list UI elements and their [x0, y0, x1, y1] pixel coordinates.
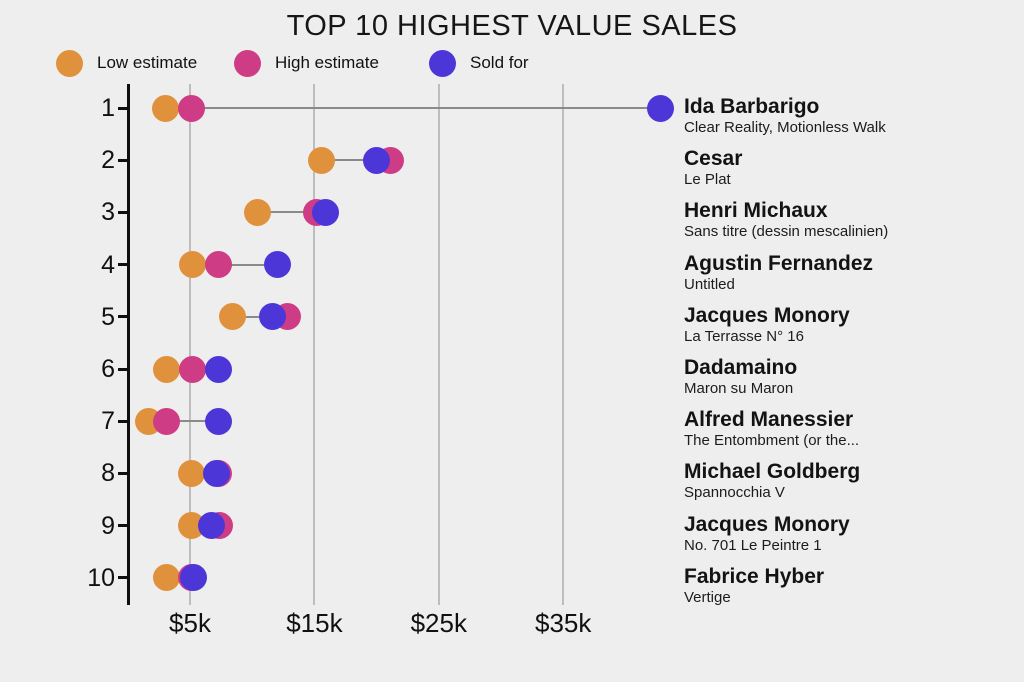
sale-name-block: Cesar Le Plat: [684, 147, 742, 188]
sale-name-block: Dadamaino Maron su Maron: [684, 356, 797, 397]
artwork-title: Clear Reality, Motionless Walk: [684, 119, 886, 136]
artwork-title: Sans titre (dessin mescalinien): [684, 223, 889, 241]
y-tick-8: [118, 471, 128, 475]
sold-estimate-dot: [202, 459, 230, 487]
y-tick-3: [118, 210, 128, 214]
artwork-title: The Entombment (or the...: [684, 432, 860, 450]
artist-name: Ida Barbarigo: [684, 95, 820, 118]
y-tick-9: [118, 524, 128, 528]
gridline-$15k: [313, 84, 316, 605]
artist-name: Jacques Monory: [684, 512, 850, 536]
artist-name: Cesar: [684, 147, 743, 171]
xtick-label-$35k: $35k: [534, 608, 592, 638]
sale-name-block: Alfred Manessier The Entombment (or the..…: [684, 408, 859, 449]
legend-label-sold: Sold for: [470, 53, 529, 72]
gridline-$25k: [437, 84, 440, 605]
high-estimate-dot: [178, 355, 206, 383]
sale-name-block: Jacques Monory La Terrasse N° 16: [684, 304, 850, 345]
rank-label-1: 1: [101, 94, 115, 122]
y-tick-1: [118, 106, 128, 110]
rank-label-3: 3: [101, 198, 115, 227]
sold-estimate-dot: [263, 251, 291, 279]
rank-label-7: 7: [101, 407, 115, 436]
rank-label-6: 6: [101, 355, 115, 383]
gridline-$5k: [189, 84, 191, 605]
sale-name-block: Henri Michaux Sans titre (dessin mescalin…: [684, 199, 888, 240]
artist-name: Henri Michaux: [684, 199, 828, 223]
sold-estimate-dot: [258, 303, 286, 331]
connector-line: [321, 159, 391, 162]
connector-line: [148, 420, 219, 423]
sold-estimate-dot: [205, 355, 233, 383]
sold-estimate-dot: [205, 407, 233, 435]
sale-name-block: Jacques Monory No. 701 Le Peintre 1: [684, 513, 850, 554]
connector-line: [192, 263, 278, 266]
high-estimate-dot: [152, 407, 180, 435]
rank-label-2: 2: [101, 146, 115, 175]
high-estimate-dot-icon: [234, 49, 261, 77]
artwork-title: No. 701 Le Peintre 1: [684, 536, 822, 554]
y-tick-7: [118, 419, 128, 423]
sold-estimate-dot: [646, 94, 674, 122]
y-tick-5: [118, 315, 128, 319]
y-tick-4: [118, 263, 128, 267]
artwork-title: Vertige: [684, 588, 731, 606]
high-estimate-dot: [205, 251, 233, 279]
connector-line: [165, 107, 661, 109]
legend-item-low: Low estimate: [56, 49, 197, 77]
sold-estimate-dot: [180, 564, 208, 592]
xtick-label-$15k: $15k: [286, 608, 343, 638]
xtick-label-$5k: $5k: [169, 608, 211, 638]
sale-name-block: Agustin Fernandez Untitled: [684, 252, 873, 293]
low-estimate-dot: [243, 198, 271, 226]
artwork-title: Maron su Maron: [684, 380, 794, 397]
rank-label-5: 5: [101, 302, 115, 331]
sold-estimate-dot: [363, 146, 391, 174]
sold-estimate-dot: [312, 198, 340, 226]
rank-label-4: 4: [101, 250, 115, 279]
low-estimate-dot: [152, 564, 180, 592]
low-estimate-dot: [308, 146, 336, 174]
low-estimate-dot: [151, 94, 179, 122]
artist-name: Fabrice Hyber: [684, 564, 825, 588]
legend-item-sold: Sold for: [429, 49, 529, 77]
y-tick-10: [118, 576, 128, 580]
artist-name: Jacques Monory: [684, 303, 850, 327]
low-estimate-dot: [177, 459, 205, 487]
sale-name-block: Ida Barbarigo Clear Reality, Motionless W…: [684, 95, 886, 136]
legend-item-high: High estimate: [234, 49, 379, 77]
chart-title: TOP 10 HIGHEST VALUE SALES: [286, 10, 738, 42]
legend-label-high: High estimate: [275, 53, 379, 72]
low-estimate-dot: [152, 355, 180, 383]
connector-line: [257, 211, 326, 214]
rank-label-10: 10: [87, 563, 115, 592]
sold-estimate-dot: [197, 512, 225, 540]
artist-name: Agustin Fernandez: [684, 251, 874, 275]
gridline-$35k: [562, 84, 565, 605]
rank-label-9: 9: [101, 511, 115, 540]
artwork-title: Le Plat: [684, 171, 731, 189]
legend-label-low: Low estimate: [97, 53, 198, 72]
sale-name-block: Michael Goldberg Spannocchia V: [684, 460, 860, 501]
sold-estimate-dot-icon: [429, 49, 456, 77]
artwork-title: Spannocchia V: [684, 484, 785, 502]
low-estimate-dot: [218, 303, 246, 331]
artist-name: Michael Goldberg: [684, 460, 861, 484]
artist-name: Dadamaino: [684, 356, 798, 379]
low-estimate-dot-icon: [56, 49, 83, 77]
low-estimate-dot: [178, 251, 206, 279]
rank-label-8: 8: [101, 459, 115, 488]
y-axis-line: [126, 84, 130, 605]
sale-name-block: Fabrice Hyber Vertige: [684, 565, 824, 606]
y-tick-6: [118, 367, 128, 371]
xtick-label-$25k: $25k: [410, 608, 467, 638]
y-tick-2: [118, 158, 128, 162]
artwork-title: Untitled: [684, 275, 735, 293]
high-estimate-dot: [177, 94, 205, 122]
artist-name: Alfred Manessier: [684, 408, 854, 432]
artwork-title: La Terrasse N° 16: [684, 327, 804, 345]
